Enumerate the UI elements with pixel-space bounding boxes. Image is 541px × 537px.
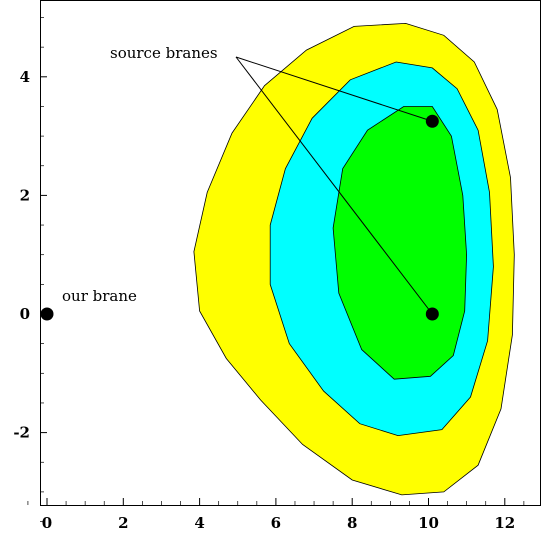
x-tick-label: 2: [118, 514, 128, 532]
y-tick-label: 2: [20, 186, 30, 204]
leader-line: [235, 56, 433, 315]
y-tick-label: 0: [20, 305, 30, 323]
brane-points: [40, 114, 439, 321]
x-tick-label: 8: [347, 514, 357, 532]
annotation-leaders: [235, 56, 433, 315]
y-tick-label: 4: [20, 68, 30, 86]
x-tick-label: 12: [494, 514, 515, 532]
y-tick-label: -2: [13, 424, 30, 442]
x-tick-label: 6: [271, 514, 281, 532]
x-tick-label: 10: [418, 514, 439, 532]
leader-line: [235, 56, 433, 122]
our-brane-label: our brane: [62, 287, 137, 305]
x-axis-ticks: 0 2 4 6 8 10 12: [27, 498, 525, 532]
y-axis-ticks: 4 2 0 -2: [13, 17, 47, 522]
x-tick-label: 0: [42, 514, 52, 532]
source-brane-point: [425, 114, 439, 128]
our-brane-point: [40, 307, 54, 321]
x-tick-label: 4: [194, 514, 204, 532]
source-branes-label: source branes: [110, 44, 218, 62]
source-brane-point: [425, 307, 439, 321]
